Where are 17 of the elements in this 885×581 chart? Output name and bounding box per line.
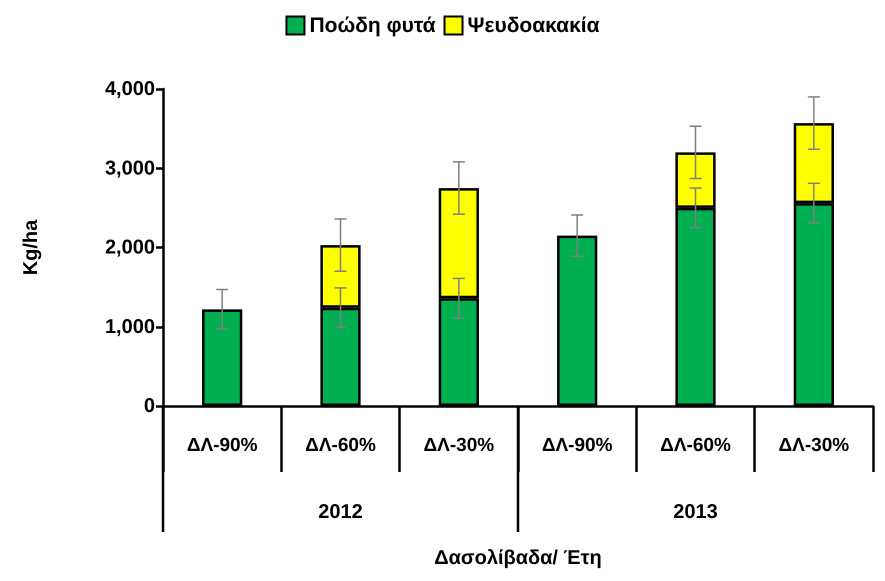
x-axis-title: Δασολίβαδα/ Έτη [434, 547, 602, 569]
y-tick-label: 2,000 [104, 236, 155, 258]
legend-label: Ψευδοακακία [468, 14, 600, 37]
x-tick-label: ΔΛ-90% [186, 435, 258, 456]
y-tick-label: 1,000 [104, 316, 155, 338]
text: 2013 [673, 501, 718, 523]
y-tick-label: 3,000 [104, 157, 155, 180]
x-tick-label: ΔΛ-90% [542, 435, 613, 456]
x-tick-label: ΔΛ-30% [423, 435, 494, 456]
y-tick-label: 4,000 [104, 78, 155, 100]
x-tick-label: ΔΛ-60% [305, 435, 376, 456]
y-axis-title: Kg/ha [20, 218, 42, 276]
text: 2012 [318, 501, 363, 523]
y-tick-label: 0 [144, 395, 155, 417]
x-tick-label: ΔΛ-30% [778, 435, 850, 456]
legend-label: Ποώδη φυτά [309, 14, 436, 37]
x-tick-label: ΔΛ-60% [660, 435, 731, 456]
